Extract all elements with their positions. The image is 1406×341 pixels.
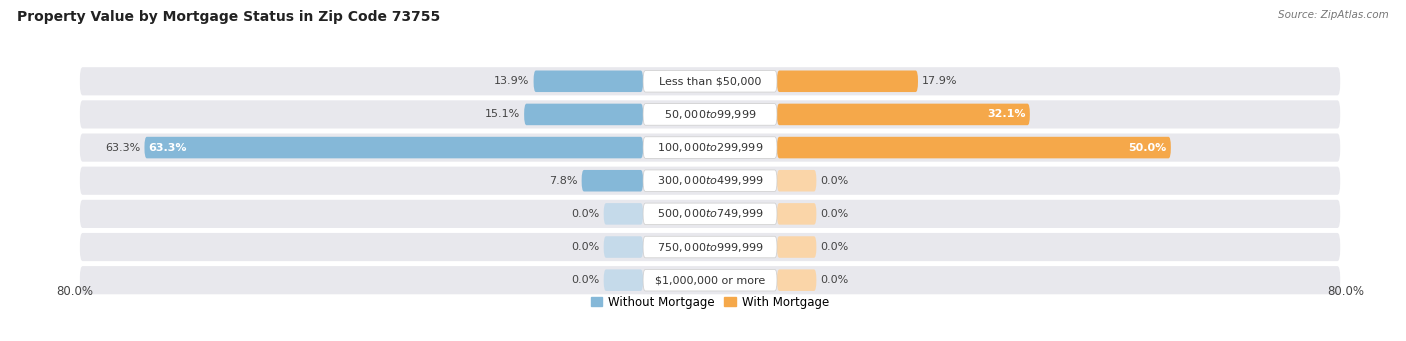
FancyBboxPatch shape bbox=[643, 203, 778, 225]
Text: 7.8%: 7.8% bbox=[550, 176, 578, 186]
FancyBboxPatch shape bbox=[778, 203, 817, 225]
FancyBboxPatch shape bbox=[80, 67, 1340, 95]
Text: 0.0%: 0.0% bbox=[820, 242, 849, 252]
FancyBboxPatch shape bbox=[643, 71, 778, 92]
FancyBboxPatch shape bbox=[582, 170, 643, 192]
FancyBboxPatch shape bbox=[778, 137, 1171, 158]
FancyBboxPatch shape bbox=[643, 104, 778, 125]
FancyBboxPatch shape bbox=[643, 170, 778, 192]
Text: 50.0%: 50.0% bbox=[1129, 143, 1167, 152]
Text: 80.0%: 80.0% bbox=[1327, 285, 1364, 298]
Text: 15.1%: 15.1% bbox=[485, 109, 520, 119]
Text: 0.0%: 0.0% bbox=[820, 176, 849, 186]
Text: 80.0%: 80.0% bbox=[56, 285, 93, 298]
FancyBboxPatch shape bbox=[80, 133, 1340, 162]
Text: 63.3%: 63.3% bbox=[105, 143, 141, 152]
FancyBboxPatch shape bbox=[534, 71, 643, 92]
Text: 0.0%: 0.0% bbox=[571, 209, 600, 219]
FancyBboxPatch shape bbox=[643, 137, 778, 158]
FancyBboxPatch shape bbox=[145, 137, 643, 158]
Text: 0.0%: 0.0% bbox=[820, 209, 849, 219]
Text: 63.3%: 63.3% bbox=[149, 143, 187, 152]
FancyBboxPatch shape bbox=[778, 170, 817, 192]
FancyBboxPatch shape bbox=[80, 100, 1340, 129]
Text: $300,000 to $499,999: $300,000 to $499,999 bbox=[657, 174, 763, 187]
Text: $500,000 to $749,999: $500,000 to $749,999 bbox=[657, 207, 763, 220]
FancyBboxPatch shape bbox=[643, 236, 778, 258]
Text: 13.9%: 13.9% bbox=[495, 76, 530, 86]
Text: Less than $50,000: Less than $50,000 bbox=[659, 76, 761, 86]
Text: $100,000 to $299,999: $100,000 to $299,999 bbox=[657, 141, 763, 154]
FancyBboxPatch shape bbox=[603, 269, 643, 291]
FancyBboxPatch shape bbox=[778, 104, 1029, 125]
Text: Property Value by Mortgage Status in Zip Code 73755: Property Value by Mortgage Status in Zip… bbox=[17, 10, 440, 24]
FancyBboxPatch shape bbox=[778, 269, 817, 291]
Text: $750,000 to $999,999: $750,000 to $999,999 bbox=[657, 240, 763, 254]
Text: Source: ZipAtlas.com: Source: ZipAtlas.com bbox=[1278, 10, 1389, 20]
FancyBboxPatch shape bbox=[778, 71, 918, 92]
Legend: Without Mortgage, With Mortgage: Without Mortgage, With Mortgage bbox=[586, 291, 834, 313]
Text: 0.0%: 0.0% bbox=[571, 275, 600, 285]
Text: 17.9%: 17.9% bbox=[922, 76, 957, 86]
FancyBboxPatch shape bbox=[80, 266, 1340, 294]
Text: 0.0%: 0.0% bbox=[820, 275, 849, 285]
FancyBboxPatch shape bbox=[603, 236, 643, 258]
Text: $50,000 to $99,999: $50,000 to $99,999 bbox=[664, 108, 756, 121]
Text: 0.0%: 0.0% bbox=[571, 242, 600, 252]
FancyBboxPatch shape bbox=[80, 233, 1340, 261]
Text: $1,000,000 or more: $1,000,000 or more bbox=[655, 275, 765, 285]
FancyBboxPatch shape bbox=[643, 269, 778, 291]
FancyBboxPatch shape bbox=[80, 200, 1340, 228]
FancyBboxPatch shape bbox=[603, 203, 643, 225]
FancyBboxPatch shape bbox=[524, 104, 643, 125]
FancyBboxPatch shape bbox=[778, 236, 817, 258]
Text: 32.1%: 32.1% bbox=[987, 109, 1026, 119]
FancyBboxPatch shape bbox=[80, 167, 1340, 195]
